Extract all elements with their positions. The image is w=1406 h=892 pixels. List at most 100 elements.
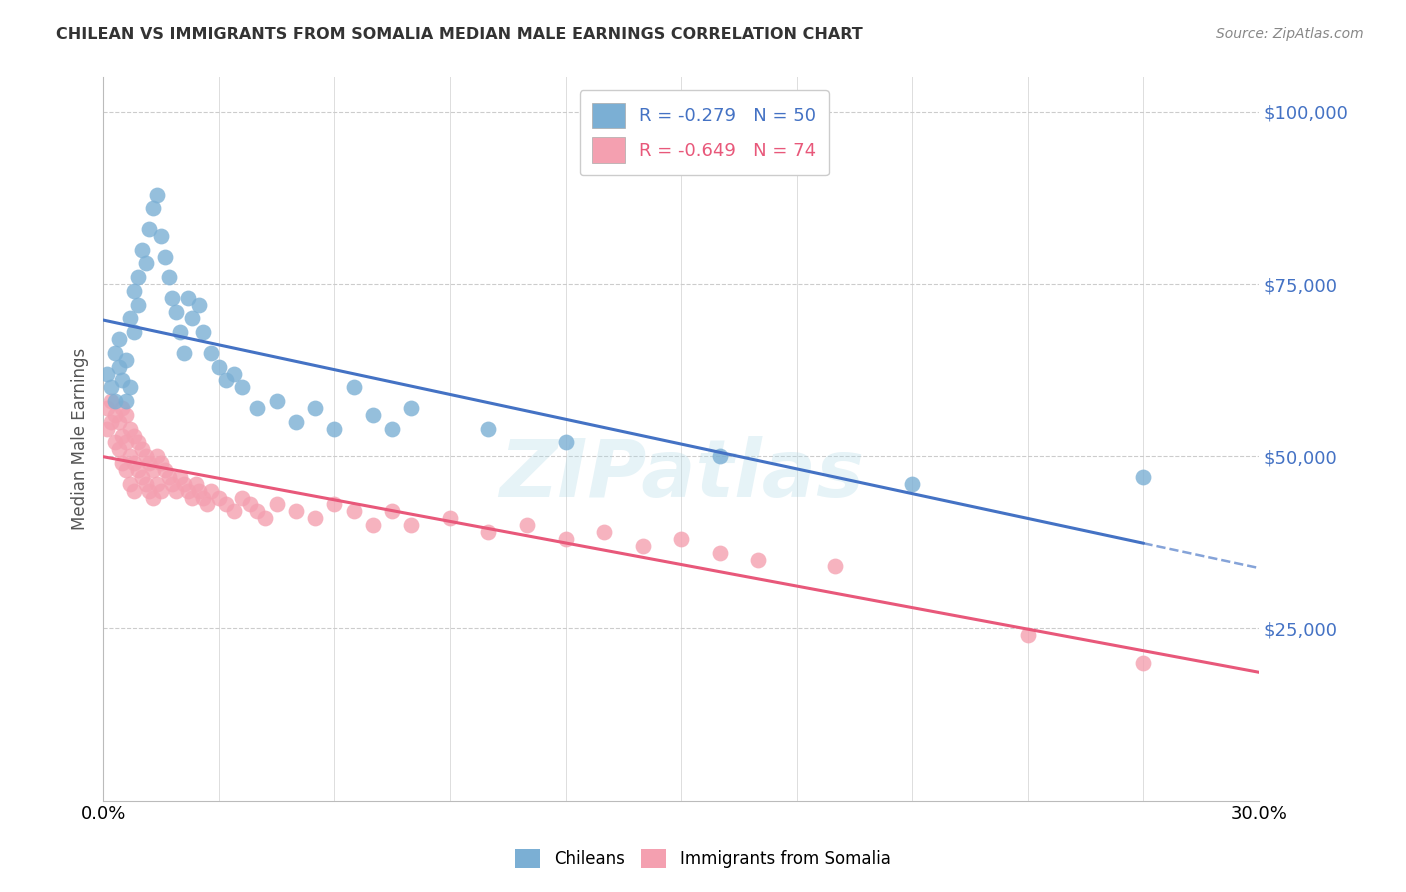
Point [120,449,142,463]
Point [342,380,364,394]
Text: CHILEAN VS IMMIGRANTS FROM SOMALIA MEDIAN MALE EARNINGS CORRELATION CHART: CHILEAN VS IMMIGRANTS FROM SOMALIA MEDIA… [56,27,863,42]
Point [104,435,127,450]
Point [1132,470,1154,484]
Point [162,291,184,305]
Point [127,435,149,450]
Point [747,552,769,566]
Point [238,498,260,512]
Point [104,346,127,360]
Point [146,187,169,202]
Point [516,518,538,533]
Point [115,408,138,422]
Point [253,511,276,525]
Point [381,504,404,518]
Point [122,428,145,442]
Point [146,476,169,491]
Point [824,559,846,574]
Point [554,532,576,546]
Point [709,449,731,463]
Point [134,256,156,270]
Point [127,463,149,477]
Point [115,352,138,367]
Point [184,476,207,491]
Point [177,291,200,305]
Point [195,498,218,512]
Point [131,243,153,257]
Point [107,332,129,346]
Point [115,463,138,477]
Point [439,511,461,525]
Point [138,483,160,498]
Point [177,483,200,498]
Point [142,491,165,505]
Point [224,367,246,381]
Point [120,380,142,394]
Point [200,483,222,498]
Point [153,463,176,477]
Point [149,456,172,470]
Point [165,304,187,318]
Point [122,456,145,470]
Point [323,498,346,512]
Point [134,449,156,463]
Legend: R = -0.279   N = 50, R = -0.649   N = 74: R = -0.279 N = 50, R = -0.649 N = 74 [579,90,830,176]
Point [169,326,191,340]
Point [142,463,165,477]
Point [208,491,231,505]
Point [1132,656,1154,670]
Point [554,435,576,450]
Point [401,401,423,415]
Point [180,491,202,505]
Point [200,346,222,360]
Point [246,504,269,518]
Point [107,359,129,374]
Point [107,442,129,457]
Point [127,270,149,285]
Point [246,401,269,415]
Point [215,374,238,388]
Point [149,483,172,498]
Point [361,518,384,533]
Point [901,476,924,491]
Point [146,449,169,463]
Point [284,504,307,518]
Point [361,408,384,422]
Y-axis label: Median Male Earnings: Median Male Earnings [72,348,89,530]
Point [304,511,326,525]
Point [631,539,654,553]
Point [157,270,180,285]
Point [96,367,118,381]
Point [111,401,134,415]
Point [342,504,364,518]
Point [134,476,156,491]
Point [104,394,127,409]
Point [153,250,176,264]
Point [231,491,253,505]
Point [173,346,195,360]
Point [215,498,238,512]
Point [162,476,184,491]
Point [231,380,253,394]
Point [138,456,160,470]
Point [165,483,187,498]
Point [120,476,142,491]
Point [266,498,288,512]
Point [100,380,122,394]
Point [111,374,134,388]
Point [401,518,423,533]
Point [104,408,127,422]
Point [127,298,149,312]
Point [157,470,180,484]
Point [96,401,118,415]
Point [120,422,142,436]
Point [107,415,129,429]
Legend: Chileans, Immigrants from Somalia: Chileans, Immigrants from Somalia [509,843,897,875]
Point [131,442,153,457]
Point [120,311,142,326]
Point [122,483,145,498]
Point [100,394,122,409]
Point [96,422,118,436]
Point [193,491,215,505]
Point [100,415,122,429]
Point [188,483,211,498]
